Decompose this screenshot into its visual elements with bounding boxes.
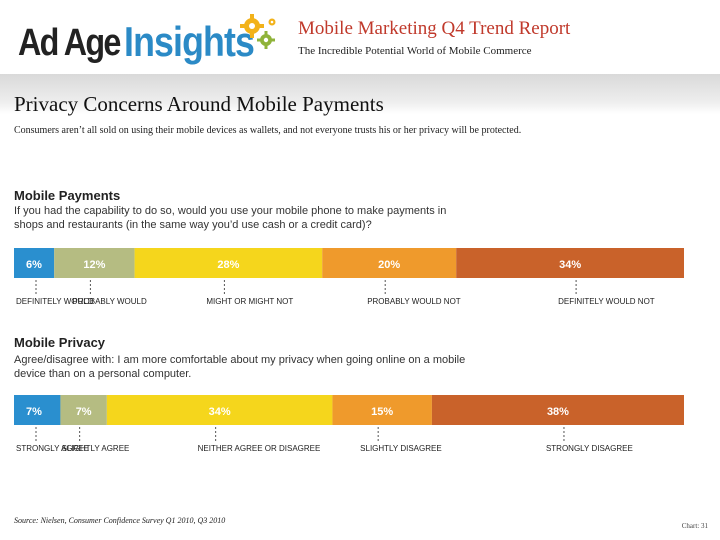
privacy-strongly-disagree-label: STRONGLY DISAGREE: [546, 444, 633, 453]
payments-definitely-would-not-label: DEFINITELY WOULD NOT: [558, 297, 655, 306]
header: Ad Age Insights Mobile Marketing Q4 Tren…: [0, 0, 720, 74]
privacy-slightly-disagree-label: SLIGHTLY DISAGREE: [360, 444, 442, 453]
privacy-neither-agree-or-disagree-label: NEITHER AGREE OR DISAGREE: [198, 444, 321, 453]
payments-question: If you had the capability to do so, woul…: [14, 205, 447, 231]
payments-title: Mobile Payments: [14, 188, 121, 203]
payments-definitely-would-value: 6%: [26, 259, 42, 271]
payments-might-or-might-not-value: 28%: [217, 259, 239, 271]
payments-probably-would-label: PROBABLY WOULD: [72, 297, 147, 306]
payments-definitely-would-label: DEFINITELY WOULD: [16, 297, 94, 306]
privacy-strongly-disagree-bar: [431, 395, 684, 425]
privacy-slightly-disagree-value: 15%: [371, 406, 393, 418]
payments-probably-would-value: 12%: [83, 259, 105, 271]
gears-icon: [240, 14, 276, 49]
intro-text: Consumers aren’t all sold on using their…: [14, 125, 522, 136]
payments-definitely-would-bar: [14, 248, 55, 278]
payments-probably-would-bar: [54, 248, 135, 278]
privacy-title: Mobile Privacy: [14, 335, 106, 350]
payments-might-or-might-not-bar: [134, 248, 323, 278]
report-title: Mobile Marketing Q4 Trend Report: [298, 18, 571, 39]
payments-definitely-would-not-value: 34%: [559, 259, 581, 271]
logo-adage: Ad Age: [18, 22, 121, 64]
privacy-neither-agree-or-disagree-bar: [106, 395, 333, 425]
payments-probably-would-not-value: 20%: [378, 259, 400, 271]
payments-probably-would-not-label: PROBABLY WOULD NOT: [367, 297, 461, 306]
privacy-strongly-agree-label: STRONGLY AGREE: [16, 444, 89, 453]
payments-might-or-might-not-label: MIGHT OR MIGHT NOT: [206, 297, 293, 306]
privacy-slightly-agree-bar: [60, 395, 107, 425]
privacy-slightly-agree-value: 7%: [76, 406, 92, 418]
payments-probably-would-not-bar: [322, 248, 457, 278]
privacy-neither-agree-or-disagree-value: 34%: [209, 406, 231, 418]
chart-ref: Chart: 31: [681, 522, 708, 530]
logo-insights: Insights: [124, 18, 255, 65]
title-band: [0, 74, 720, 114]
source-note: Source: Nielsen, Consumer Confidence Sur…: [14, 516, 226, 525]
privacy-slightly-agree-label: SLIGHTLY AGREE: [62, 444, 130, 453]
privacy-strongly-disagree-value: 38%: [547, 406, 569, 418]
privacy-question: Agree/disagree with: I am more comfortab…: [14, 354, 466, 380]
privacy-strongly-agree-bar: [14, 395, 61, 425]
section-title: Privacy Concerns Around Mobile Payments: [14, 92, 384, 116]
privacy-slightly-disagree-bar: [332, 395, 432, 425]
payments-definitely-would-not-bar: [456, 248, 684, 278]
report-subtitle: The Incredible Potential World of Mobile…: [298, 45, 532, 57]
privacy-strongly-agree-value: 7%: [26, 406, 42, 418]
